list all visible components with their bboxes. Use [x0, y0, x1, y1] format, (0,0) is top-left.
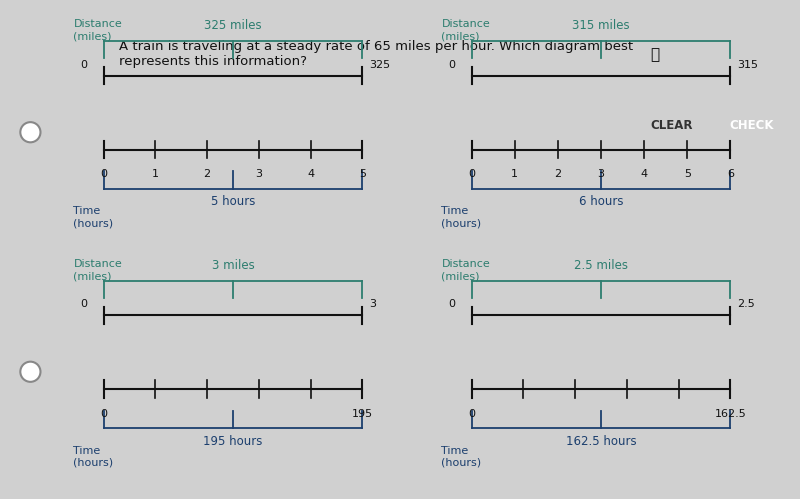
- Text: 0: 0: [80, 60, 87, 70]
- Text: CHECK: CHECK: [730, 119, 774, 133]
- Text: 4: 4: [307, 169, 314, 179]
- Text: 162.5 hours: 162.5 hours: [566, 435, 636, 448]
- Text: 0: 0: [448, 299, 455, 309]
- Text: 5: 5: [359, 169, 366, 179]
- Text: 2: 2: [204, 169, 210, 179]
- Text: 315 miles: 315 miles: [572, 19, 630, 32]
- Text: Distance
(miles): Distance (miles): [74, 19, 122, 42]
- Text: 🔊: 🔊: [650, 47, 660, 62]
- Text: 0: 0: [100, 409, 107, 419]
- Text: 3: 3: [255, 169, 262, 179]
- Text: 315: 315: [737, 60, 758, 70]
- Text: 0: 0: [448, 60, 455, 70]
- Text: 5 hours: 5 hours: [211, 195, 255, 208]
- Text: 0: 0: [468, 409, 475, 419]
- Text: Time
(hours): Time (hours): [74, 446, 114, 468]
- Text: 0: 0: [100, 169, 107, 179]
- Text: 2.5: 2.5: [737, 299, 755, 309]
- Text: 3: 3: [598, 169, 605, 179]
- Text: 1: 1: [152, 169, 159, 179]
- Text: 6: 6: [727, 169, 734, 179]
- Circle shape: [20, 362, 41, 382]
- Text: 6 hours: 6 hours: [578, 195, 623, 208]
- Text: 2.5 miles: 2.5 miles: [574, 259, 628, 272]
- Text: A train is traveling at a steady rate of 65 miles per hour. Which diagram best
r: A train is traveling at a steady rate of…: [119, 40, 633, 68]
- Text: 0: 0: [468, 169, 475, 179]
- Text: 3 miles: 3 miles: [212, 259, 254, 272]
- Text: CLEAR: CLEAR: [650, 119, 694, 133]
- Text: 195: 195: [352, 409, 373, 419]
- Text: 162.5: 162.5: [714, 409, 746, 419]
- Text: 1: 1: [511, 169, 518, 179]
- Text: 5: 5: [684, 169, 690, 179]
- Circle shape: [20, 122, 41, 142]
- Text: 325: 325: [369, 60, 390, 70]
- Text: 195 hours: 195 hours: [203, 435, 262, 448]
- Text: Distance
(miles): Distance (miles): [442, 259, 490, 281]
- Text: 4: 4: [641, 169, 648, 179]
- Text: 325 miles: 325 miles: [204, 19, 262, 32]
- Text: Time
(hours): Time (hours): [442, 206, 482, 229]
- Text: Distance
(miles): Distance (miles): [74, 259, 122, 281]
- Text: 2: 2: [554, 169, 562, 179]
- Text: Time
(hours): Time (hours): [74, 206, 114, 229]
- Text: Time
(hours): Time (hours): [442, 446, 482, 468]
- Text: 0: 0: [80, 299, 87, 309]
- Text: Distance
(miles): Distance (miles): [442, 19, 490, 42]
- Text: 3: 3: [369, 299, 376, 309]
